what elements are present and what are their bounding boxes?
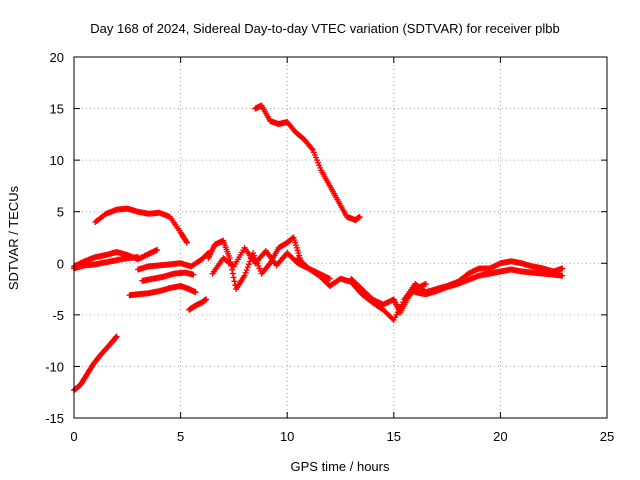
series-markers (126, 282, 199, 299)
x-tick-label: 0 (70, 429, 77, 444)
series-arc-9 (205, 234, 303, 293)
data-series (71, 102, 566, 394)
series-markers (205, 234, 303, 293)
y-tick-label: 20 (50, 50, 64, 65)
y-tick-label: -5 (52, 308, 64, 323)
series-arc-2 (92, 205, 190, 246)
grid-lines (74, 57, 607, 418)
x-tick-label: 20 (493, 429, 507, 444)
series-markers (186, 296, 210, 313)
x-tick-label: 10 (280, 429, 294, 444)
x-tick-label: 25 (600, 429, 614, 444)
series-markers (92, 205, 190, 246)
x-tick-label: 15 (387, 429, 401, 444)
y-tick-label: 10 (50, 153, 64, 168)
series-arc-8 (186, 296, 210, 313)
series-arc-6 (139, 269, 197, 284)
x-tick-label: 5 (177, 429, 184, 444)
series-arc-7 (126, 282, 199, 299)
y-tick-label: -10 (45, 359, 64, 374)
y-tick-label: 0 (57, 256, 64, 271)
axis-ticks: 0 5 10 15 20 25 -15 -10 -5 0 5 10 15 20 (45, 50, 614, 444)
y-tick-label: -15 (45, 411, 64, 426)
series-arc-5 (134, 249, 212, 273)
plot-frame (73, 56, 608, 419)
series-arc-15 (412, 266, 566, 298)
y-tick-label: 5 (57, 205, 64, 220)
series-markers (139, 269, 197, 284)
series-markers (412, 266, 566, 298)
x-axis-label: GPS time / hours (291, 459, 390, 474)
series-arc-11 (252, 102, 363, 223)
y-tick-label: 15 (50, 102, 64, 117)
series-arc-1 (71, 333, 120, 394)
series-markers (252, 102, 363, 223)
series-markers (71, 333, 120, 394)
chart-title: Day 168 of 2024, Sidereal Day-to-day VTE… (90, 21, 559, 36)
series-markers (134, 249, 212, 273)
y-axis-label: SDTVAR / TECUs (6, 185, 21, 290)
